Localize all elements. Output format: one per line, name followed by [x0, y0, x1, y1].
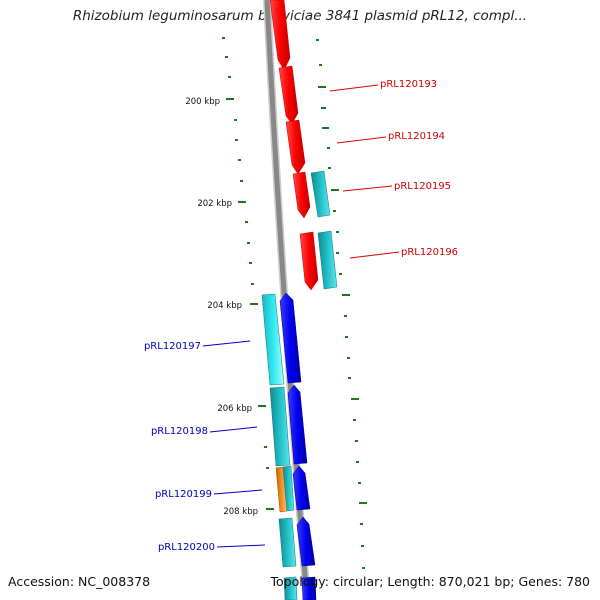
gene-label-left[interactable]: pRL120198 — [151, 426, 208, 437]
tick-label: 204 kbp — [207, 301, 242, 311]
gene-red — [285, 119, 306, 175]
gene-blue — [287, 384, 308, 465]
genome-info: Topology: circular; Length: 870,021 bp; … — [270, 574, 591, 589]
gene-cyan — [278, 517, 297, 568]
tick-label: 200 kbp — [185, 97, 220, 107]
gene-cyan — [317, 230, 338, 290]
tick-label: 208 kbp — [223, 507, 258, 517]
gene-label-right[interactable]: pRL120193 — [380, 79, 437, 90]
gene-label-right[interactable]: pRL120194 — [388, 131, 445, 142]
gene-label-right[interactable]: pRL120195 — [394, 181, 451, 192]
gene-label-right[interactable]: pRL120196 — [401, 247, 458, 258]
leaders-right — [329, 84, 400, 259]
gene-cyan — [269, 386, 291, 467]
leaders-left — [202, 340, 266, 548]
gene-red — [299, 231, 319, 291]
gene-red — [292, 171, 311, 219]
gene-label-left[interactable]: pRL120200 — [158, 542, 215, 553]
gene-blue — [292, 465, 311, 511]
gene-label-left[interactable]: pRL120197 — [144, 341, 201, 352]
gene-blue — [301, 576, 317, 600]
red-genes — [269, 0, 319, 291]
gene-cyan — [282, 465, 295, 512]
cyan-genes-right — [310, 170, 338, 290]
gene-red — [278, 65, 299, 125]
gene-cyan — [283, 576, 298, 600]
gene-cyan — [310, 170, 331, 218]
accession-label: Accession: NC_008378 — [8, 574, 151, 589]
tick-label: 202 kbp — [197, 199, 232, 209]
gene-red — [269, 0, 291, 71]
gene-blue — [296, 516, 316, 567]
cyan-genes-left — [261, 293, 298, 600]
tick-label: 206 kbp — [217, 404, 252, 414]
gene-light-cyan — [261, 293, 285, 386]
gc-dashes-left — [222, 37, 274, 510]
gene-label-left[interactable]: pRL120199 — [155, 489, 212, 500]
blue-genes — [279, 292, 317, 600]
gene-blue — [279, 292, 302, 384]
gc-dashes-right — [316, 39, 367, 569]
map-title: Rhizobium leguminosarum bv. viciae 3841 … — [72, 8, 528, 24]
